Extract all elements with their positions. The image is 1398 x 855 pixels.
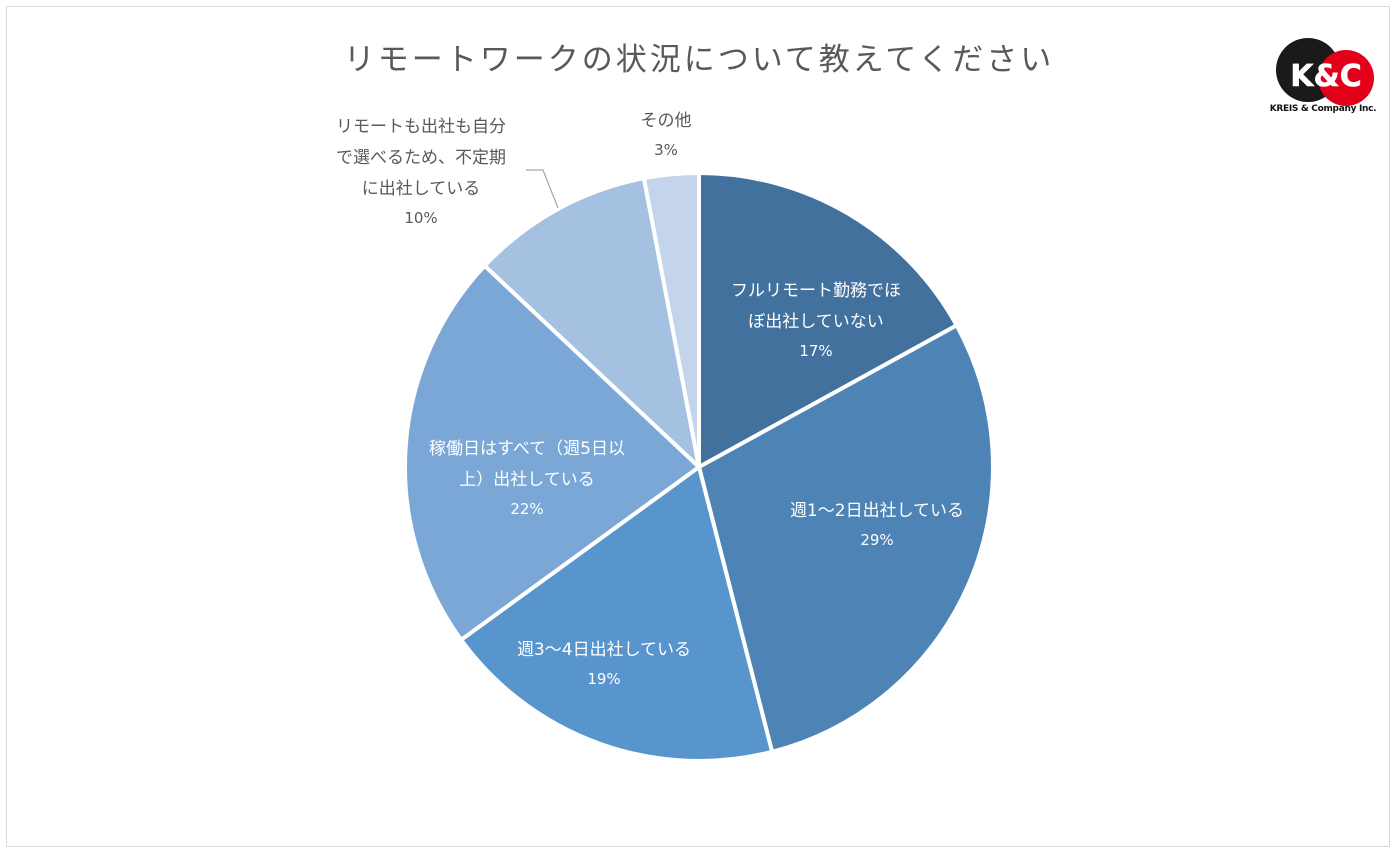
slice-5-label-line-2: で選べるため、不定期 — [336, 148, 506, 168]
logo-company-name: KREIS & Company Inc. — [1269, 104, 1377, 114]
pie-slice-6 — [641, 171, 701, 469]
slice-2-percent: 29% — [860, 531, 893, 549]
slice-5-percent: 10% — [404, 209, 437, 227]
slice-5-label-line-1: リモートも出社も自分 — [336, 117, 506, 137]
pie-slice-3 — [459, 465, 775, 763]
slice-4-label-line-1: 稼働日はすべて（週5日以 — [429, 439, 625, 459]
slice-1-label-line-2: ぼ出社していない — [748, 312, 884, 332]
pie-slice-2 — [697, 323, 995, 754]
slice-3-percent: 19% — [587, 670, 620, 688]
pie-slice-5 — [482, 176, 701, 469]
slice-4-label-line-2: 上）出社している — [459, 470, 595, 490]
logo-mark: K&C — [1290, 59, 1361, 94]
pie-slice-4 — [403, 263, 701, 642]
slice-1-label-line-1: フルリモート勤務でほ — [731, 281, 901, 301]
chart-title: リモートワークの状況について教えてください — [343, 42, 1055, 78]
slice-6-percent: 3% — [654, 141, 678, 159]
logo-red-circle — [1318, 50, 1374, 106]
slice-1-percent: 17% — [799, 342, 832, 360]
slice-3-label-line-1: 週3〜4日出社している — [517, 640, 691, 660]
slice-5-leader-line — [526, 169, 559, 209]
slice-5-label-line-3: に出社している — [362, 179, 481, 199]
pie-slice-1 — [697, 171, 959, 469]
slice-4-percent: 22% — [510, 500, 543, 518]
slice-6-label-line-1: その他 — [641, 111, 692, 131]
slice-2-label-line-1: 週1〜2日出社している — [790, 501, 964, 521]
company-logo: K&C — [1276, 38, 1374, 106]
